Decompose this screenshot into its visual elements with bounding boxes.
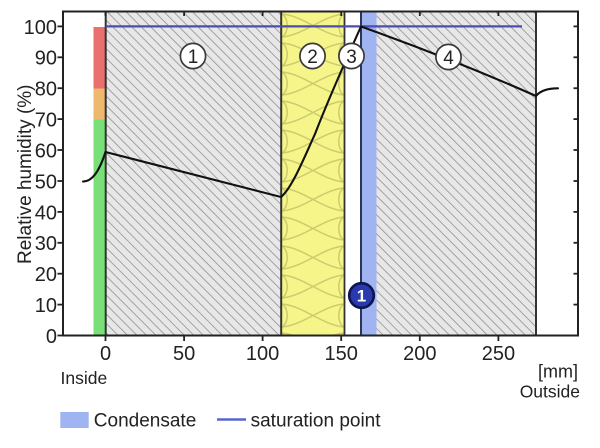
svg-text:200: 200 xyxy=(403,343,436,365)
svg-text:100: 100 xyxy=(246,343,279,365)
svg-text:150: 150 xyxy=(325,343,358,365)
svg-text:30: 30 xyxy=(35,233,57,255)
svg-text:saturation point: saturation point xyxy=(251,411,382,432)
svg-text:Relative humidity (%): Relative humidity (%) xyxy=(15,85,36,265)
svg-text:70: 70 xyxy=(35,110,57,132)
svg-text:4: 4 xyxy=(443,48,454,69)
svg-text:90: 90 xyxy=(35,48,57,70)
svg-text:1: 1 xyxy=(188,47,199,68)
svg-text:60: 60 xyxy=(35,140,57,162)
svg-text:3: 3 xyxy=(346,47,357,68)
svg-text:2: 2 xyxy=(307,47,318,68)
svg-text:Inside: Inside xyxy=(61,368,108,388)
svg-text:80: 80 xyxy=(35,79,57,101)
svg-text:50: 50 xyxy=(35,171,57,193)
svg-text:40: 40 xyxy=(35,202,57,224)
svg-text:[mm]: [mm] xyxy=(538,362,578,382)
svg-text:250: 250 xyxy=(482,343,515,365)
svg-text:Condensate: Condensate xyxy=(94,411,196,432)
svg-text:20: 20 xyxy=(35,264,57,286)
svg-text:100: 100 xyxy=(24,17,57,39)
svg-text:0: 0 xyxy=(100,343,111,365)
svg-text:1: 1 xyxy=(357,287,366,306)
svg-text:0: 0 xyxy=(46,326,57,348)
svg-text:Outside: Outside xyxy=(520,382,580,402)
svg-text:10: 10 xyxy=(35,295,57,317)
svg-text:50: 50 xyxy=(173,343,195,365)
